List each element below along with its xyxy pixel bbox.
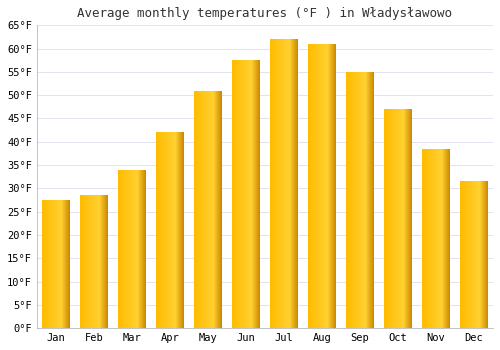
Title: Average monthly temperatures (°F ) in Władysławowo: Average monthly temperatures (°F ) in Wł… (78, 7, 452, 20)
